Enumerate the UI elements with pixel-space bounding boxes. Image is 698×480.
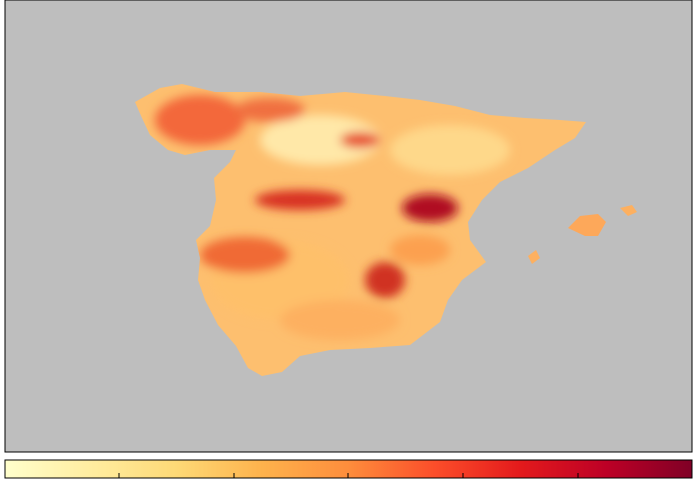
colorbar-ticks	[118, 473, 579, 478]
menorca	[620, 205, 637, 216]
mallorca	[568, 214, 606, 236]
spain-mainland	[135, 84, 586, 376]
ibiza	[528, 250, 540, 264]
